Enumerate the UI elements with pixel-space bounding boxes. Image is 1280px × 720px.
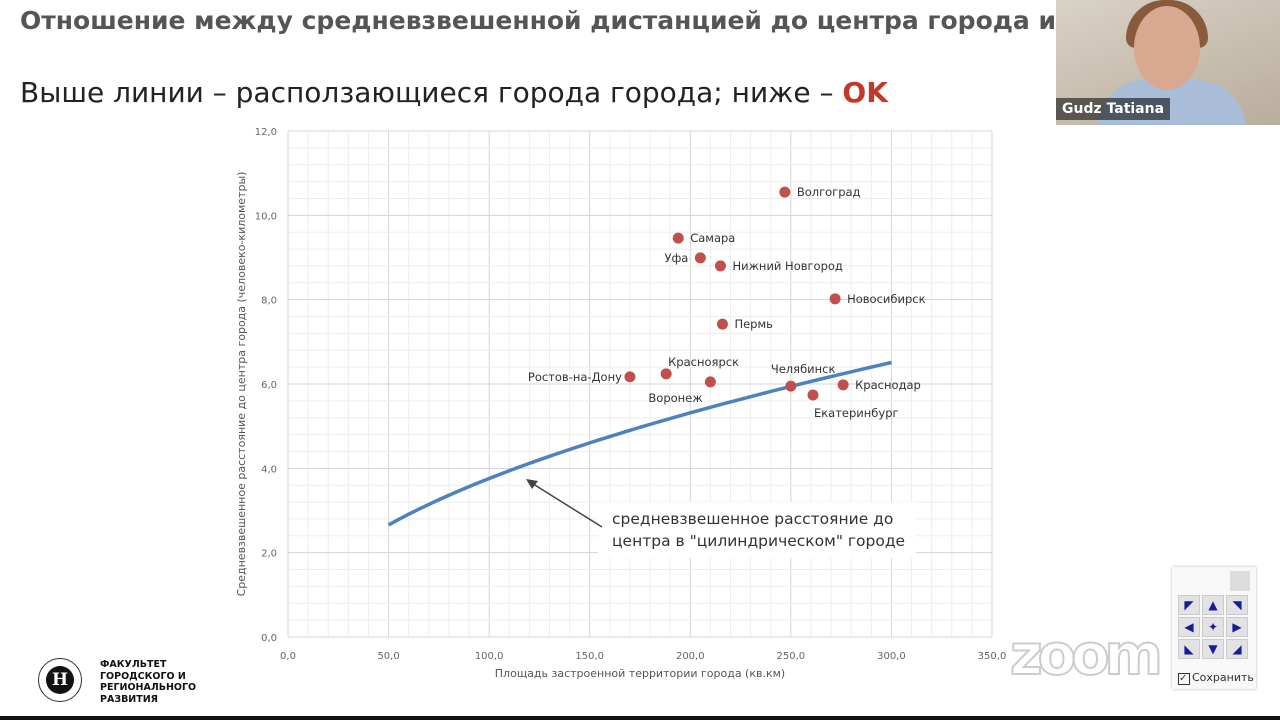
- cylindrical-city-curve: [387, 360, 892, 527]
- x-tick-label: 50,0: [377, 651, 399, 662]
- data-label: Краснодар: [855, 378, 921, 392]
- annotation-line-1: средневзвешенное расстояние до: [612, 510, 893, 528]
- y-tick-label: 0,0: [261, 633, 277, 644]
- save-checkbox[interactable]: ✓ Сохранить: [1178, 671, 1254, 685]
- slide-subtitle: Выше линии – расползающиеся города город…: [20, 76, 888, 109]
- annotation-line-2: центра в "цилиндрическом" городе: [612, 532, 905, 550]
- y-axis-label: Средневзвешенное расстояние до центра го…: [235, 172, 248, 597]
- annotation-box: [598, 502, 916, 558]
- save-label: Сохранить: [1192, 671, 1254, 684]
- checkbox-icon: ✓: [1178, 673, 1190, 685]
- y-tick-label: 12,0: [255, 127, 277, 138]
- pan-up-left-button[interactable]: ◤: [1178, 595, 1200, 615]
- data-point: [716, 318, 728, 330]
- hse-logo: Н: [38, 658, 82, 702]
- bottom-bar: [0, 716, 1280, 720]
- pan-up-right-button[interactable]: ◥: [1226, 595, 1248, 615]
- pan-right-button[interactable]: ▶: [1226, 617, 1248, 637]
- camera-control-panel: ◤ ▲ ◥ ◀ ✦ ▶ ◣ ▼ ◢ ✓ Сохранить: [1172, 567, 1256, 689]
- data-label: Красноярск: [668, 355, 739, 369]
- data-point: [704, 376, 716, 388]
- data-label: Волгоград: [797, 185, 861, 199]
- annotation-arrow: [529, 481, 603, 528]
- data-point: [660, 368, 672, 380]
- subtitle-ok: OK: [842, 76, 888, 109]
- ticks: 0,0 50,0 100,0 150,0 200,0 250,0 300,0 350,0 0,0…: [255, 127, 1007, 662]
- data-label: Ростов-на-Дону: [528, 370, 622, 384]
- x-tick-label: 300,0: [877, 651, 906, 662]
- center-button[interactable]: ✦: [1202, 617, 1224, 637]
- pan-down-right-button[interactable]: ◢: [1226, 639, 1248, 659]
- y-tick-label: 10,0: [255, 211, 277, 222]
- y-tick-label: 8,0: [261, 296, 277, 307]
- y-tick-label: 2,0: [261, 549, 277, 560]
- data-point: [837, 379, 849, 391]
- data-point: [785, 380, 797, 392]
- x-tick-label: 200,0: [676, 651, 705, 662]
- data-label: Нижний Новгород: [732, 259, 842, 273]
- data-label: Уфа: [664, 251, 688, 265]
- data-label: Пермь: [734, 317, 773, 331]
- x-axis-label: Площадь застроенной территории города (к…: [495, 667, 785, 680]
- x-tick-label: 350,0: [978, 651, 1007, 662]
- data-label: Воронеж: [648, 391, 702, 405]
- pan-left-button[interactable]: ◀: [1178, 617, 1200, 637]
- close-button[interactable]: [1230, 571, 1250, 591]
- y-tick-label: 4,0: [261, 464, 277, 475]
- pan-up-button[interactable]: ▲: [1202, 595, 1224, 615]
- x-tick-label: 150,0: [575, 651, 604, 662]
- pan-down-button[interactable]: ▼: [1202, 639, 1224, 659]
- data-point: [694, 252, 706, 264]
- data-point: [829, 293, 841, 305]
- data-point: [779, 186, 791, 198]
- data-label: Челябинск: [771, 362, 836, 376]
- data-label: Самара: [690, 231, 735, 245]
- data-label: Новосибирск: [847, 292, 925, 306]
- x-tick-label: 0,0: [280, 651, 296, 662]
- subtitle-text: Выше линии – расползающиеся города город…: [20, 76, 843, 109]
- data-point: [672, 232, 684, 244]
- participant-name: Gudz Tatiana: [1056, 98, 1171, 120]
- faculty-name: ФАКУЛЬТЕТ ГОРОДСКОГО И РЕГИОНАЛЬНОГО РАЗ…: [100, 659, 197, 705]
- pan-down-left-button[interactable]: ◣: [1178, 639, 1200, 659]
- x-tick-label: 250,0: [777, 651, 806, 662]
- y-tick-label: 6,0: [261, 380, 277, 391]
- data-point: [714, 260, 726, 272]
- x-tick-label: 100,0: [475, 651, 504, 662]
- data-label: Екатеринбург: [814, 406, 899, 420]
- slide-title: Отношение между средневзвешенной дистанц…: [20, 6, 1112, 35]
- data-point: [624, 371, 636, 383]
- zoom-watermark: zoom: [1009, 623, 1164, 688]
- data-point: [807, 389, 819, 401]
- arrowhead-icon: [526, 479, 538, 489]
